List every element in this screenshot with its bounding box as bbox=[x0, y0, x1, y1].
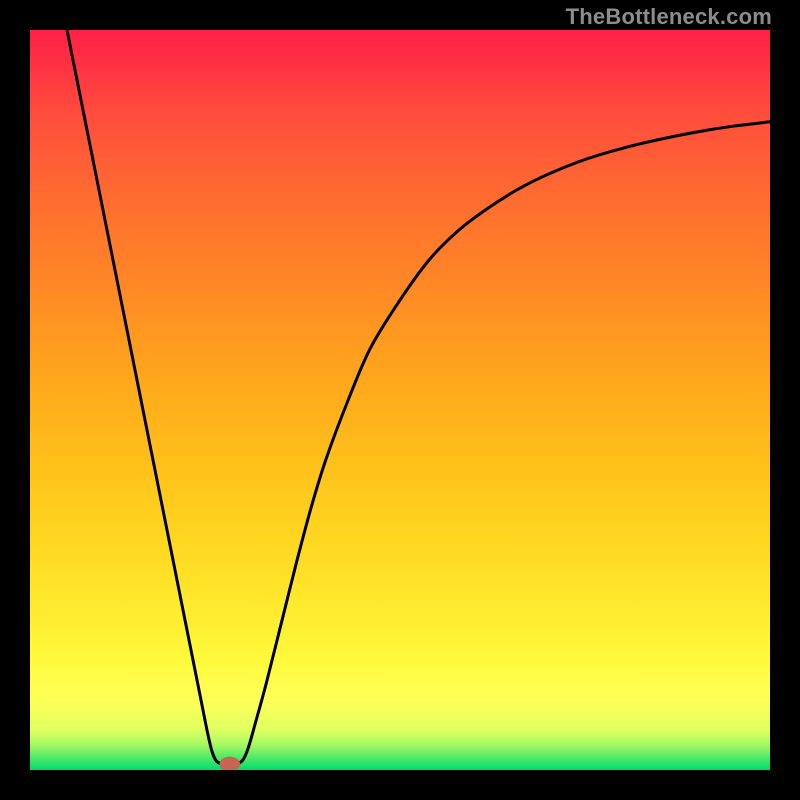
plot-area bbox=[30, 30, 770, 770]
watermark-text: TheBottleneck.com bbox=[566, 4, 772, 30]
chart-frame: TheBottleneck.com bbox=[0, 0, 800, 800]
plot-svg bbox=[30, 30, 770, 770]
